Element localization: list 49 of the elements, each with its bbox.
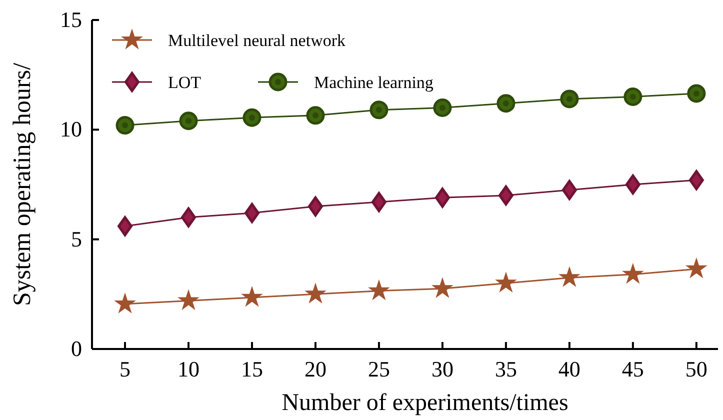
point <box>242 108 262 127</box>
point <box>432 278 452 298</box>
y-axis-title: System operating hours/ <box>9 62 36 306</box>
point <box>686 258 706 278</box>
x-tick-label: 10 <box>178 356 200 382</box>
y-tick-label: 10 <box>60 116 82 142</box>
point <box>435 188 450 208</box>
point <box>372 192 386 212</box>
point <box>306 284 326 303</box>
x-tick-label: 5 <box>120 356 131 382</box>
x-tick-label: 40 <box>558 356 580 382</box>
point <box>308 196 323 216</box>
y-tick-label: 15 <box>60 7 82 32</box>
point <box>496 94 516 113</box>
x-axis-title: Number of experiments/times <box>282 390 568 416</box>
x-tick-label: 35 <box>494 356 517 382</box>
x-tick-label: 50 <box>685 356 708 382</box>
point <box>562 180 577 200</box>
point <box>178 290 198 310</box>
point <box>181 207 196 228</box>
point <box>433 98 452 117</box>
point <box>688 170 704 190</box>
point <box>624 88 642 106</box>
point <box>118 216 132 236</box>
x-tick-label: 20 <box>304 356 326 382</box>
point <box>116 116 134 135</box>
point <box>560 267 580 286</box>
legend-label: LOT <box>168 73 202 92</box>
point <box>179 112 198 130</box>
legend-label: Multilevel neural network <box>168 31 346 50</box>
x-tick-label: 25 <box>368 356 390 382</box>
point <box>623 264 643 283</box>
point <box>369 280 389 300</box>
x-tick-label: 15 <box>240 356 263 382</box>
point <box>370 100 388 120</box>
point <box>496 272 516 292</box>
point <box>242 287 262 306</box>
legend-label: Machine learning <box>314 73 434 92</box>
x-tick-label: 30 <box>431 356 454 382</box>
y-tick-label: 5 <box>71 226 82 252</box>
point <box>306 106 325 125</box>
point <box>625 174 640 195</box>
point <box>498 185 514 206</box>
point <box>244 202 260 224</box>
point <box>560 90 579 108</box>
y-tick-label: 0 <box>71 336 82 362</box>
x-tick-label: 45 <box>622 356 644 382</box>
point <box>687 84 706 103</box>
point <box>115 294 135 313</box>
